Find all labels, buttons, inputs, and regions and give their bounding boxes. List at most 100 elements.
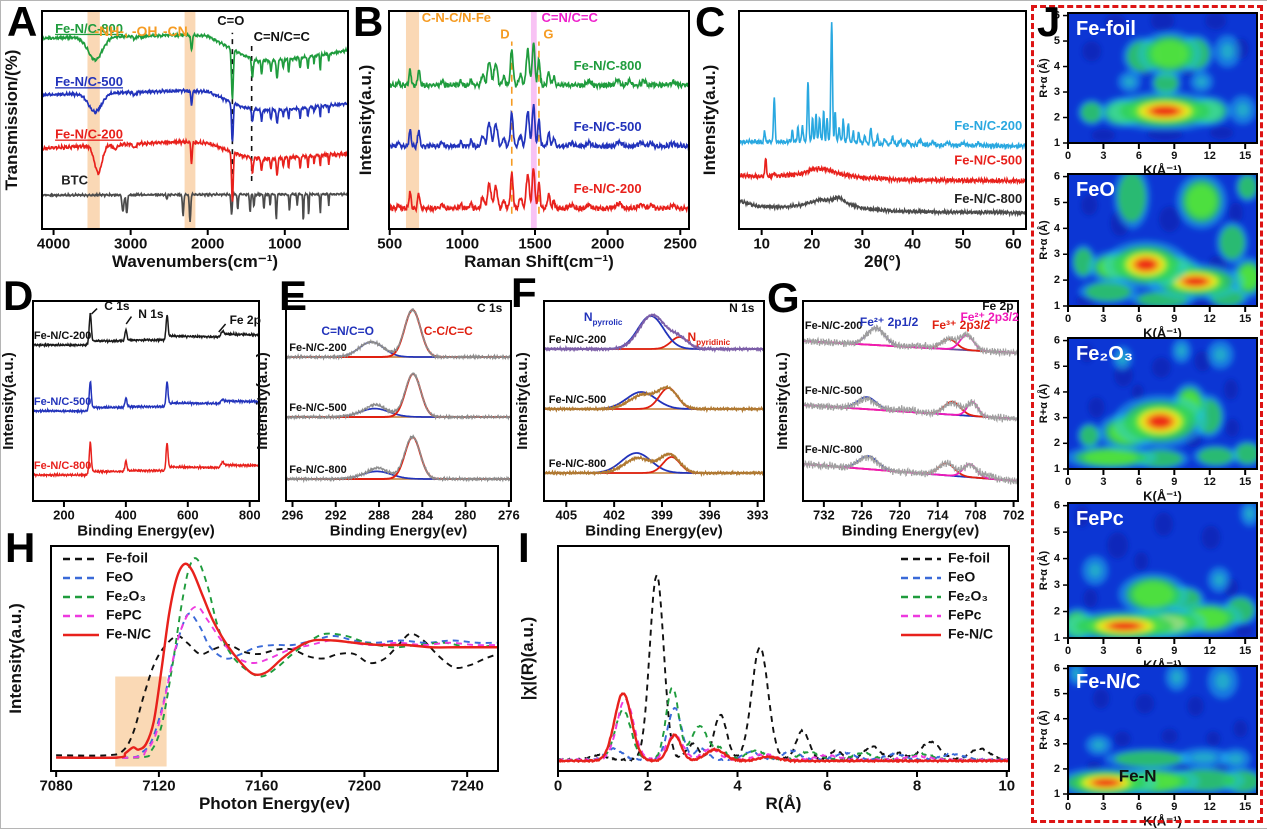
heatmap-low-region: [1223, 379, 1239, 400]
y-axis-label-D: Intensity(a.u.): [1, 352, 17, 450]
heatmap-intensity-blob: [1213, 573, 1226, 587]
annotation: Fe 2p: [982, 299, 1013, 313]
panel-letter-d: D: [3, 272, 33, 319]
y-axis-label-C: Intensity(a.u.): [700, 65, 719, 176]
x-tick-label: 399: [651, 508, 673, 523]
curve-env-3: [544, 452, 764, 478]
annotation: Fe-N/C-500: [574, 119, 642, 134]
x-axis-label-B: Raman Shift(cm⁻¹): [464, 252, 614, 271]
x-tick-label: 2000: [191, 235, 224, 252]
x-tick-label: 732: [813, 508, 835, 523]
annotation: Fe-N/C-500: [805, 385, 862, 397]
plot-frame-J2: [1067, 173, 1258, 307]
heatmap-low-region: [1228, 202, 1243, 224]
x-axis-label-E: Binding Energy(ev): [330, 522, 468, 539]
panel-e-chart: 296 292 288 284 280 276 Binding Energy(ev) Inte…: [254, 300, 520, 539]
x-tick-label: 6: [823, 777, 831, 794]
x-tick-label: 1000: [446, 235, 479, 252]
heatmap-intensity-blob: [1110, 622, 1140, 630]
heatmap-intensity-blob: [1186, 184, 1217, 218]
panel-f-chart: 405 402 399 396 393 Binding Energy(ev) Intensi…: [514, 300, 768, 539]
annotation: Fe-N/C-800: [55, 21, 123, 36]
heatmap-intensity-blob: [1151, 106, 1179, 116]
annotation: Fe-N/C-500: [549, 394, 606, 406]
panel-letter-j: J: [1037, 0, 1060, 45]
x-tick-label: 6: [1136, 150, 1142, 162]
annotation: Fe-N/C-500: [34, 396, 91, 408]
annotation: Npyridinic: [687, 330, 730, 347]
y-axis-label-J5: R+α (Å): [1037, 710, 1050, 750]
annotation: Fe²⁺ 2p1/2: [860, 315, 919, 329]
curve-Fe-N/C-200: [42, 137, 348, 202]
heatmap-intensity-blob: [1176, 344, 1187, 358]
legend-label: Fe-foil: [106, 550, 148, 566]
x-tick-label: 3: [1100, 801, 1106, 813]
heatmap-low-region: [1082, 41, 1102, 62]
y-tick-label: 1: [1054, 463, 1060, 475]
y-tick-label: 6: [1054, 9, 1060, 21]
heatmap-low-region: [1205, 13, 1227, 30]
annotation: Fe-N/C-800: [289, 464, 346, 476]
heatmap-intensity-blob: [1198, 447, 1234, 465]
y-axis-label-J1: R+α (Å): [1037, 58, 1050, 98]
heatmap-low-region: [1225, 418, 1240, 437]
heatmap-intensity-blob: [1114, 750, 1183, 767]
x-tick-label: 0: [1065, 645, 1071, 657]
x-tick-label: 6: [1136, 801, 1142, 813]
x-tick-label: 280: [455, 508, 477, 523]
x-tick-label: 720: [889, 508, 911, 523]
heatmap-intensity-blob: [1220, 42, 1235, 60]
x-tick-label: 500: [377, 235, 402, 252]
y-tick-label: 6: [1054, 500, 1060, 512]
x-axis-label-I: R(Å): [766, 794, 802, 813]
annotation: -CN: [163, 23, 188, 39]
x-axis-label-A: Wavenumbers(cm⁻¹): [112, 252, 278, 271]
x-tick-label: 1000: [268, 235, 301, 252]
panel-letter-e: E: [279, 272, 307, 319]
heatmap-low-region: [1080, 194, 1098, 216]
annotation: C-N-C/N-Fe: [422, 10, 491, 25]
x-tick-label: 600: [177, 508, 199, 523]
y-tick-label: 4: [1054, 552, 1061, 564]
heatmap-low-region: [1206, 731, 1221, 747]
curve-env-1: [544, 313, 764, 354]
heatmap-intensity-blob: [1117, 174, 1146, 223]
x-tick-label: 296: [282, 508, 304, 523]
y-tick-label: 1: [1054, 137, 1060, 149]
y-axis-label-G: Intensity(a.u.): [774, 352, 791, 450]
annotation: N 1s: [729, 301, 755, 315]
plot-frame-E: [285, 300, 512, 502]
x-axis-label-J3: K(Å⁻¹): [1143, 489, 1182, 504]
annotation: Npyrrolic: [584, 310, 623, 327]
x-tick-label: 7200: [348, 777, 381, 794]
annotation: Fe-N/C-500: [954, 153, 1022, 168]
annotation: Fe-N/C-500: [55, 74, 123, 89]
x-tick-label: 9: [1171, 150, 1177, 162]
y-tick-label: 5: [1054, 196, 1060, 208]
curve-Fe-N/C-200: [389, 168, 689, 214]
y-tick-label: 3: [1054, 579, 1060, 591]
heatmap-low-region: [1083, 589, 1098, 608]
annotation: -NH-, -OH: [95, 23, 158, 39]
x-tick-label: 288: [368, 508, 390, 523]
y-tick-label: 1: [1054, 788, 1060, 800]
y-tick-label: 4: [1054, 386, 1061, 398]
curve-Fe-foil: [56, 632, 498, 757]
x-tick-label: 60: [1005, 235, 1022, 252]
annotation: C=N/C=C: [542, 10, 599, 25]
heatmap-intensity-blob: [1117, 352, 1128, 365]
x-tick-label: 402: [603, 508, 625, 523]
heatmap-intensity-blob: [1079, 425, 1099, 446]
x-tick-label: 7240: [450, 777, 483, 794]
highlight-band: [405, 11, 420, 229]
x-tick-label: 400: [115, 508, 137, 523]
curve-BTC: [42, 190, 348, 222]
x-tick-label: 7160: [245, 777, 278, 794]
y-tick-label: 1: [1054, 632, 1060, 644]
panel-letter-g: G: [767, 274, 800, 321]
x-tick-label: 726: [851, 508, 873, 523]
plot-frame-H: [50, 545, 499, 772]
x-tick-label: 292: [325, 508, 347, 523]
highlight-band: [87, 11, 100, 229]
curve-Fe-N/C-500: [739, 157, 1026, 186]
